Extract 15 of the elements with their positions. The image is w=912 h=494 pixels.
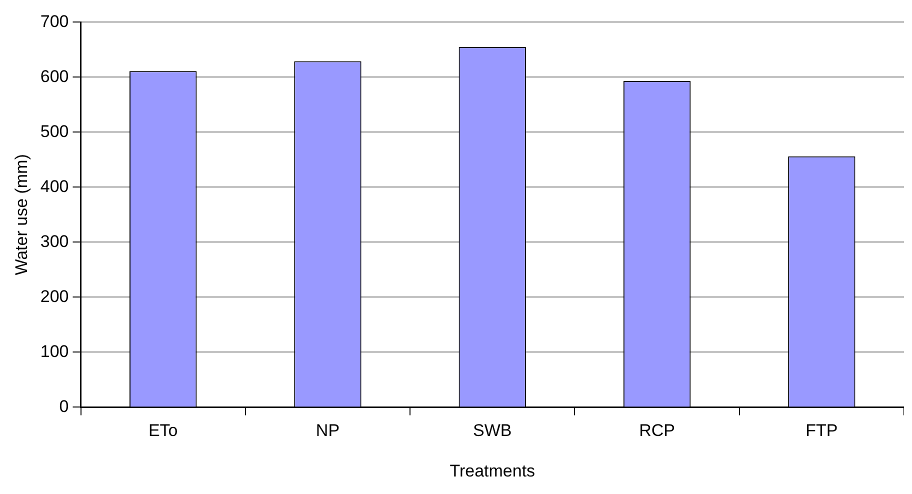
y-axis-title: Water use (mm) [12, 154, 31, 276]
y-tick-label: 400 [40, 176, 69, 196]
x-tick-label: NP [316, 421, 340, 440]
y-tick-label: 100 [40, 342, 69, 361]
y-tick-label: 0 [59, 396, 69, 416]
x-tick-label: FTP [806, 421, 838, 440]
y-tick-label: 200 [40, 286, 69, 306]
x-tick-label: SWB [473, 421, 512, 440]
x-axis-title: Treatments [450, 461, 536, 480]
y-tick-label: 600 [40, 66, 69, 86]
y-tick-label: 300 [40, 232, 69, 251]
x-tick-label: RCP [639, 421, 675, 440]
y-tick-label: 700 [40, 12, 69, 31]
y-tick-label: 500 [40, 122, 69, 141]
x-tick-label: ETo [148, 421, 178, 440]
